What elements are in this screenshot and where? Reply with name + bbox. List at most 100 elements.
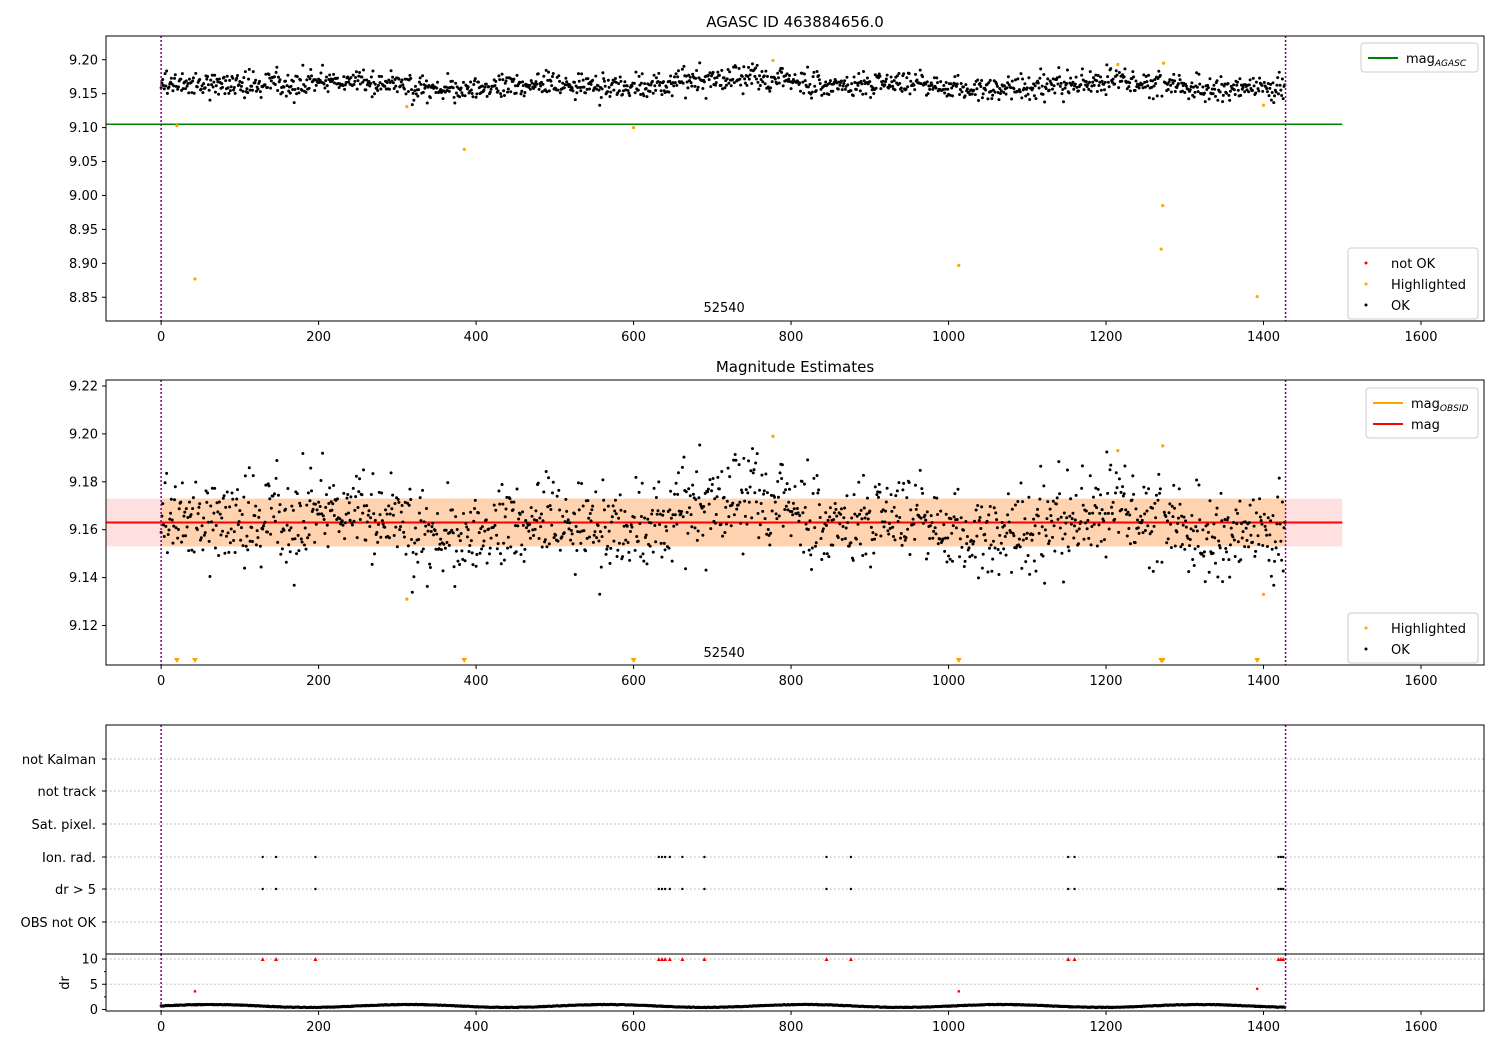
- agasc-ok-point-304: [400, 78, 404, 82]
- magnitude-ok-point-1137: [1060, 551, 1064, 555]
- magnitude-ok-point-361: [446, 481, 450, 485]
- agasc-ok-point-1272: [1169, 90, 1173, 94]
- magnitude-ok-point-1152: [1072, 536, 1076, 540]
- agasc-ok-point-188: [309, 67, 313, 71]
- agasc-ok-point-1118: [1045, 82, 1049, 86]
- magnitude-ok-point-208: [324, 493, 328, 497]
- magnitude-ok-point-961: [921, 491, 925, 495]
- magnitude-ok-point-256: [362, 504, 366, 508]
- magnitude-ok-point-952: [913, 483, 917, 487]
- magnitude-ok-point-268: [372, 512, 376, 516]
- flag-ion-rad-point-6: [668, 855, 671, 859]
- agasc-ok-point-4: [162, 87, 166, 91]
- magnitude-ok-point-780: [778, 471, 782, 475]
- agasc-ok-point-414: [488, 90, 492, 94]
- agasc-ok-point-327: [419, 82, 423, 86]
- magnitude-ok-point-1017: [965, 535, 969, 539]
- agasc-ok-point-882: [858, 89, 862, 93]
- agasc-xtick-label-400: 400: [464, 330, 489, 345]
- magnitude-ok-point-332: [423, 532, 427, 536]
- magnitude-ok-point-88: [230, 491, 234, 495]
- magnitude-ok-point-1057: [997, 572, 1001, 576]
- agasc-ok-point-325: [417, 80, 421, 84]
- magnitude-ok-point-200: [318, 505, 322, 509]
- magnitude-ok-point-201: [319, 479, 323, 483]
- agasc-ok-point-239: [349, 76, 353, 80]
- agasc-ok-point-222: [336, 76, 340, 80]
- agasc-ok-point-78: [222, 75, 226, 79]
- agasc-ok-point-10: [167, 85, 171, 89]
- magnitude-ok-point-889: [864, 552, 868, 556]
- agasc-ok-point-1102: [1032, 94, 1036, 98]
- magnitude-ok-point-274: [376, 523, 380, 527]
- magnitude-ok-point-1253: [1152, 524, 1156, 528]
- magnitude-ok-point-946: [909, 508, 913, 512]
- magnitude-ok-point-732: [739, 488, 743, 492]
- dr-clipped-marker-5: [663, 957, 668, 962]
- agasc-ok-point-859: [840, 88, 844, 92]
- agasc-ok-point-486: [545, 90, 549, 94]
- agasc-ok-point-466: [529, 79, 533, 83]
- magnitude-ok-point-1234: [1137, 531, 1141, 535]
- magnitude-ok-point-555: [599, 565, 603, 569]
- magnitude-highlighted-point-3: [1161, 444, 1165, 448]
- magnitude-ok-point-1167: [1084, 521, 1088, 525]
- magnitude-ok-point-764: [765, 532, 769, 536]
- agasc-ok-point-334: [424, 79, 428, 83]
- agasc-ok-point-394: [473, 79, 477, 83]
- agasc-ok-point-482: [542, 74, 546, 78]
- magnitude-ok-point-237: [347, 501, 351, 505]
- magnitude-ok-point-690: [706, 487, 710, 491]
- magnitude-ok-point-1298: [1190, 514, 1194, 518]
- magnitude-ok-point-485: [544, 470, 548, 474]
- magnitude-ok-point-552: [597, 539, 601, 543]
- magnitude-ok-point-1348: [1229, 526, 1233, 530]
- agasc-ok-point-130: [263, 83, 267, 87]
- magnitude-ok-point-26: [180, 481, 184, 485]
- magnitude-ok-point-1384: [1258, 515, 1262, 519]
- agasc-ok-point-1338: [1221, 93, 1225, 97]
- magnitude-ok-point-599: [635, 534, 639, 538]
- magnitude-ok-point-1327: [1213, 536, 1217, 540]
- agasc-ok-point-708: [721, 87, 725, 91]
- magnitude-ok-point-906: [877, 482, 881, 486]
- agasc-ok-point-330: [421, 90, 425, 94]
- magnitude-ok-point-1220: [1126, 510, 1130, 514]
- magnitude-ok-point-20: [176, 536, 180, 540]
- magnitude-ok-point-1344: [1226, 516, 1230, 520]
- agasc-ok-point-866: [846, 83, 850, 87]
- agasc-highlighted-point-8: [1159, 247, 1163, 251]
- agasc-ok-point-243: [352, 83, 356, 87]
- magnitude-ok-point-1012: [962, 528, 966, 532]
- magnitude-ok-point-1096: [1028, 572, 1032, 576]
- magnitude-ok-point-1291: [1184, 525, 1188, 529]
- magnitude-ok-point-803: [796, 511, 800, 515]
- agasc-ok-point-935: [900, 89, 904, 93]
- agasc-ok-point-360: [445, 89, 449, 93]
- agasc-ok-point-51: [201, 91, 205, 95]
- agasc-ok-point-929: [895, 74, 899, 78]
- magnitude-ok-point-572: [613, 509, 617, 513]
- agasc-ok-point-1196: [1106, 80, 1110, 84]
- magnitude-ok-point-477: [538, 516, 542, 520]
- magnitude-ok-point-143: [273, 519, 277, 523]
- agasc-ok-point-583: [621, 89, 625, 93]
- agasc-ok-point-452: [518, 81, 522, 85]
- magnitude-ok-point-790: [786, 508, 790, 512]
- agasc-ok-point-916: [885, 73, 889, 77]
- agasc-ok-point-407: [483, 85, 487, 89]
- agasc-ok-point-250: [358, 70, 362, 74]
- magnitude-ok-point-52: [202, 516, 206, 520]
- magnitude-ok-point-387: [467, 549, 471, 553]
- agasc-ok-point-472: [534, 80, 538, 84]
- magnitude-ok-point-559: [602, 508, 606, 512]
- agasc-ok-point-437: [506, 87, 510, 91]
- agasc-ok-point-410: [485, 94, 489, 98]
- magnitude-ok-point-864: [844, 526, 848, 530]
- magnitude-ok-point-131: [264, 483, 268, 487]
- agasc-ok-point-816: [806, 85, 810, 89]
- magnitude-ok-point-405: [481, 544, 485, 548]
- magnitude-ok-point-370: [453, 585, 457, 589]
- agasc-ok-point-86: [228, 89, 232, 93]
- agasc-ok-point-1064: [1002, 84, 1006, 88]
